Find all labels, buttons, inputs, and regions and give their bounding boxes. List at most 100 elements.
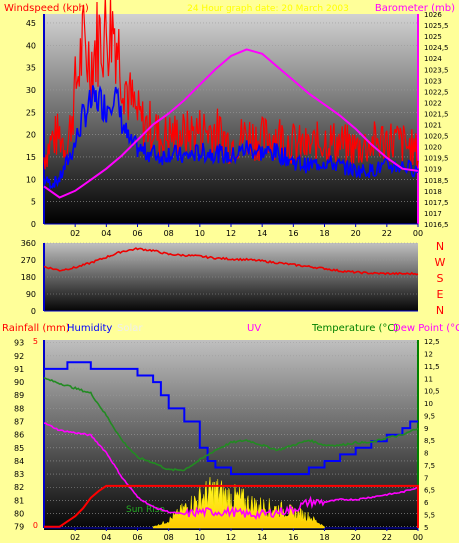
wind-y-tick-label: 15 [26,153,36,162]
wind-x-tick-label: 02 [70,229,80,238]
humidity-y-tick-label: 86 [14,431,24,440]
barometer-y-tick-label: 1022 [424,99,442,107]
lower-x-tick-label: 20 [351,533,361,542]
humidity-y-tick-label: 88 [14,404,24,413]
temperature-y-tick-label: 8,5 [424,437,435,445]
direction-y-tick-label: 0 [31,307,36,316]
lower-x-tick-label: 16 [288,533,298,542]
compass-letter-w: W [435,256,446,269]
wind-x-tick-label: 12 [226,229,236,238]
humidity-y-tick-label: 83 [14,470,24,479]
compass-letter-s: S [437,272,444,285]
temperature-y-tick-label: 8 [424,450,428,458]
lower-x-tick-label: 00 [413,533,423,542]
humidity-y-tick-label: 93 [14,339,24,348]
wind-y-tick-label: 20 [26,131,36,140]
compass-letters: N W S E N [435,240,446,317]
barometer-y-tick-label: 1025 [424,33,442,41]
direction-y-tick-label: 270 [21,256,36,265]
wind-x-tick-label: 10 [195,229,205,238]
barometer-y-tick-label: 1018 [424,188,442,196]
barometer-axis-title: Barometer (mb) [375,3,455,14]
barometer-y-tick-label: 1019,5 [424,155,449,163]
barometer-y-tick-label: 1024 [424,55,442,63]
direction-y-tick-label: 90 [26,290,36,299]
humidity-label: Humidity [67,323,112,334]
lower-x-tick-label: 06 [132,533,142,542]
temperature-y-tick-label: 10 [424,400,433,408]
windspeed-axis-title: Windspeed (kph) [4,3,89,14]
wind-x-tick-label: 18 [319,229,329,238]
barometer-y-tick-label: 1019 [424,166,442,174]
lower-x-tick-label: 10 [195,533,205,542]
lower-x-tick-label: 02 [70,533,80,542]
wind-x-tick-label: 08 [164,229,174,238]
wind-x-tick-label: 00 [413,229,423,238]
rain-y-tick-label: 5 [33,337,38,346]
barometer-y-tick-label: 1026 [424,11,442,19]
wind-x-tick-label: 04 [101,229,111,238]
wind-y-tick-label: 40 [26,41,36,50]
compass-letter-e: E [437,288,444,301]
barometer-y-tick-label: 1023,5 [424,66,449,74]
temperature-y-tick-label: 12,5 [424,338,440,346]
lower-x-tick-label: 14 [257,533,267,542]
barometer-y-tick-label: 1017 [424,210,442,218]
humidity-y-tick-label: 84 [14,457,24,466]
barometer-y-tick-label: 1020 [424,144,442,152]
wind-x-tick-label: 20 [351,229,361,238]
lower-x-tick-label: 22 [382,533,392,542]
temperature-y-tick-label: 11 [424,375,433,383]
barometer-y-tick-label: 1023 [424,77,442,85]
humidity-y-tick-label: 82 [14,483,24,492]
graph-date-title: 24 Hour graph date: 20 March 2003 [187,4,349,14]
humidity-y-tick-label: 87 [14,418,24,427]
barometer-y-tick-label: 1020,5 [424,133,449,141]
temperature-y-tick-label: 7,5 [424,462,435,470]
temperature-y-tick-label: 12 [424,351,433,359]
humidity-y-tick-label: 92 [14,352,24,361]
wind-barometer-chart: 0510152025303540451016,510171017,5101810… [26,0,449,238]
humidity-y-tick-label: 79 [14,523,24,532]
temperature-label: Temperature (°C) [311,323,398,334]
humidity-y-tick-label: 91 [14,365,24,374]
humidity-y-tick-label: 90 [14,378,24,387]
barometer-line [43,48,419,199]
wind-direction-chart: 360 270 180 90 0 [21,239,419,316]
temperature-y-tick-label: 6 [424,499,429,507]
lower-x-tick-label: 04 [101,533,111,542]
wind-direction-line [43,247,419,276]
compass-letter-n-bottom: N [436,304,444,317]
temperature-line [43,376,419,472]
temperature-y-tick-label: 11,5 [424,363,440,371]
humidity-line [44,361,418,476]
wind-x-tick-label: 22 [382,229,392,238]
temperature-y-tick-label: 9 [424,425,428,433]
rainfall-label: Rainfall (mm) [2,323,70,334]
lower-x-tick-label: 08 [164,533,174,542]
wind-y-tick-label: 25 [26,108,36,117]
compass-letter-n-top: N [436,240,444,253]
humidity-y-tick-label: 80 [14,510,24,519]
barometer-y-tick-label: 1021,5 [424,110,449,118]
direction-y-tick-label: 180 [21,273,36,282]
barometer-y-tick-label: 1022,5 [424,88,449,96]
rainfall-line [44,484,419,528]
barometer-y-tick-label: 1025,5 [424,22,449,30]
wind-y-tick-label: 35 [26,64,36,73]
sunrise-annotation: Sun Rise [126,505,165,515]
barometer-y-tick-label: 1017,5 [424,199,449,207]
rain-y-tick-label: 0 [33,521,38,530]
temperature-y-tick-label: 5 [424,524,428,532]
humidity-y-tick-label: 81 [14,496,24,505]
barometer-y-tick-label: 1018,5 [424,177,449,185]
dew-point-line [43,422,418,521]
uv-label: UV [247,323,261,334]
temperature-y-tick-label: 6,5 [424,487,435,495]
humidity-y-tick-label: 85 [14,444,24,453]
temperature-y-tick-label: 9,5 [424,412,435,420]
wind-y-tick-label: 0 [31,220,36,229]
